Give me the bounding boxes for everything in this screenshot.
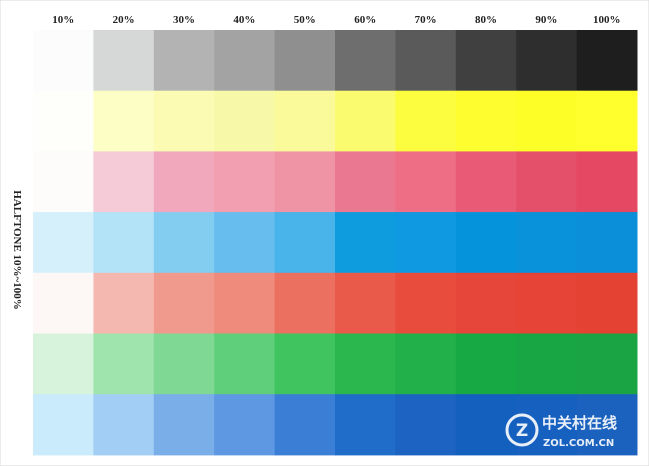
swatch	[274, 212, 336, 274]
swatch	[274, 30, 336, 92]
swatch	[395, 151, 457, 213]
swatch	[335, 394, 396, 456]
swatch	[214, 90, 276, 152]
swatch	[214, 272, 276, 334]
swatch	[274, 394, 336, 456]
swatch	[516, 90, 578, 152]
swatch	[455, 30, 517, 92]
swatch	[214, 333, 276, 395]
watermark-site: ZOL.COM.CN	[543, 438, 614, 449]
swatch	[93, 30, 155, 92]
swatch	[576, 394, 638, 456]
column-header: 100%	[593, 14, 621, 26]
swatch	[576, 212, 638, 274]
column-header: 30%	[173, 14, 195, 26]
swatch	[274, 151, 336, 213]
swatch	[395, 30, 457, 92]
column-header: 60%	[354, 14, 376, 26]
swatch	[214, 151, 276, 213]
swatch-grid	[33, 30, 638, 456]
swatch	[33, 333, 94, 395]
swatch	[576, 333, 638, 395]
watermark-logo-letter: Z	[516, 421, 528, 441]
swatch	[214, 30, 276, 92]
column-header: 80%	[475, 14, 497, 26]
column-header: 50%	[294, 14, 316, 26]
swatch	[93, 90, 155, 152]
column-header: 90%	[535, 14, 557, 26]
swatch	[455, 272, 517, 334]
swatch	[395, 90, 457, 152]
watermark-name: 中关村在线	[542, 414, 617, 432]
swatch	[335, 333, 396, 395]
swatch	[455, 333, 517, 395]
swatch	[214, 212, 276, 274]
swatch	[93, 333, 155, 395]
column-header: 40%	[233, 14, 255, 26]
swatch	[153, 151, 215, 213]
swatch	[153, 272, 215, 334]
swatch	[395, 394, 457, 456]
column-header: 20%	[113, 14, 135, 26]
swatch	[576, 90, 638, 152]
swatch	[516, 151, 578, 213]
swatch	[335, 30, 396, 92]
swatch	[395, 333, 457, 395]
swatch	[274, 90, 336, 152]
swatch	[516, 212, 578, 274]
swatch	[455, 151, 517, 213]
column-headers: 10% 20% 30% 40% 50% 60% 70% 80% 90% 100%	[52, 14, 620, 26]
swatch	[455, 212, 517, 274]
swatch	[33, 394, 94, 456]
swatch	[335, 151, 396, 213]
swatch	[516, 272, 578, 334]
swatch	[274, 272, 336, 334]
swatch	[576, 151, 638, 213]
swatch	[395, 272, 457, 334]
watermark: Z 中关村在线 ZOL.COM.CN	[505, 413, 617, 449]
swatch	[576, 272, 638, 334]
swatch	[516, 30, 578, 92]
swatch	[33, 212, 94, 274]
swatch	[33, 30, 94, 92]
swatch	[153, 394, 215, 456]
swatch	[274, 333, 336, 395]
swatch	[335, 212, 396, 274]
swatch	[576, 30, 638, 92]
swatch	[516, 333, 578, 395]
swatch	[335, 272, 396, 334]
swatch	[33, 151, 94, 213]
side-label: HALFTONE 10%~100%	[11, 190, 23, 310]
swatch	[214, 394, 276, 456]
swatch	[93, 212, 155, 274]
swatch	[153, 90, 215, 152]
swatch	[33, 272, 94, 334]
column-header: 70%	[415, 14, 437, 26]
column-header: 10%	[52, 14, 74, 26]
swatch	[93, 151, 155, 213]
watermark-logo	[505, 413, 539, 447]
swatch	[153, 30, 215, 92]
swatch	[335, 90, 396, 152]
swatch	[33, 90, 94, 152]
swatch	[93, 272, 155, 334]
swatch	[153, 333, 215, 395]
swatch	[93, 394, 155, 456]
swatch	[455, 90, 517, 152]
swatch	[153, 212, 215, 274]
swatch	[395, 212, 457, 274]
